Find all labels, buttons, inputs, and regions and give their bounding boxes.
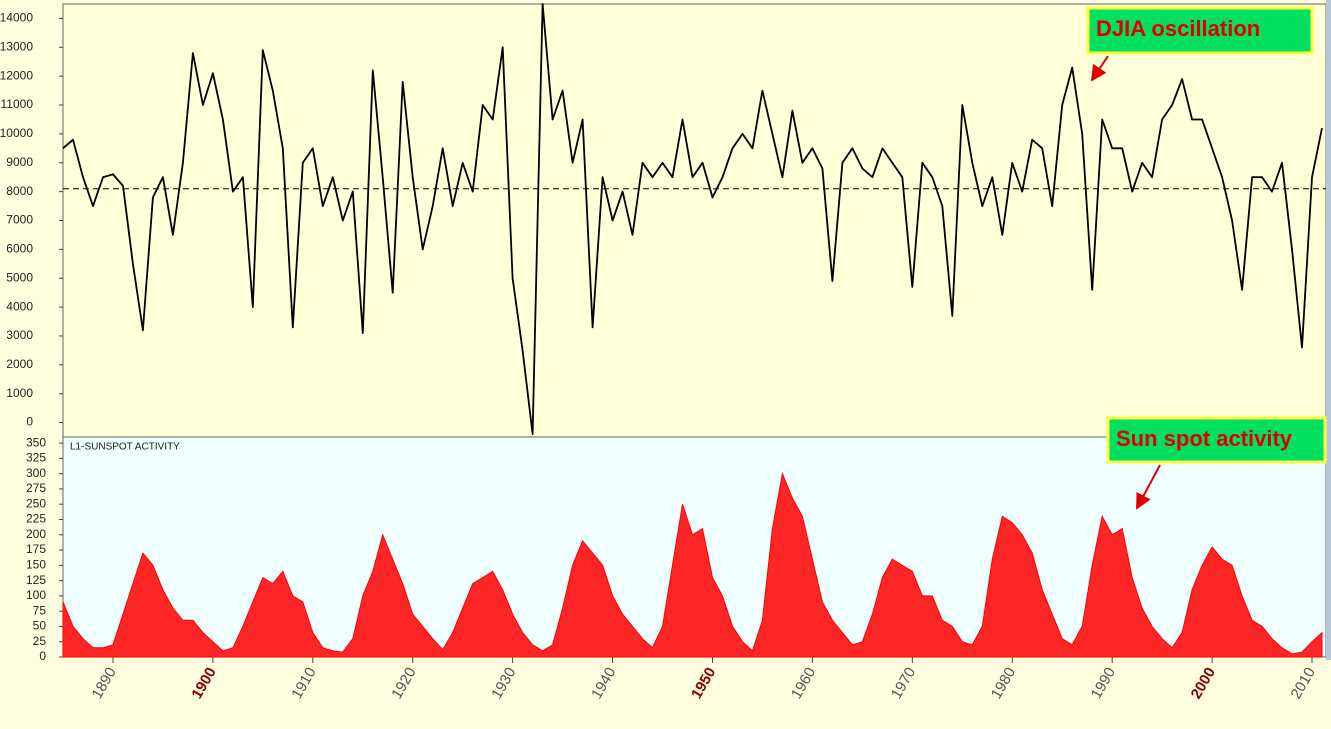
scrollbar (1326, 0, 1331, 660)
line (62, 3, 1323, 435)
y-tick-label: 300 (26, 466, 46, 480)
annotation-box (1086, 6, 1314, 55)
y-tick-label: 250 (26, 496, 46, 510)
y-tick-label: 10000 (0, 126, 33, 140)
top-plot-area (62, 3, 1327, 438)
y-tick-label: 100 (26, 588, 46, 602)
y-tick-label: 1000 (6, 386, 33, 400)
area (62, 471, 1323, 658)
y-tick-label: 3000 (6, 328, 33, 342)
y-tick-label: 13000 (0, 39, 33, 53)
y-tick-label: 8000 (6, 184, 33, 198)
y-tick-label: 2000 (6, 357, 33, 371)
marks: 0100020003000400050006000700080009000100… (0, 3, 1326, 702)
y-tick-label: 11000 (1, 97, 34, 111)
y-tick-label: 75 (33, 603, 47, 617)
y-tick-label: 0 (39, 649, 46, 663)
y-tick-label: 9000 (6, 155, 33, 169)
annotation-box (1106, 416, 1327, 464)
annotation-arrow (1136, 464, 1161, 510)
annotation: Sun spot activity (1116, 426, 1293, 451)
y-tick-label: 14000 (0, 11, 33, 25)
y-tick-label: 5000 (6, 270, 33, 284)
y-tick-label: 0 (26, 415, 33, 429)
y-tick-label: 150 (26, 558, 46, 572)
panel-title: L1-SUNSPOT ACTIVITY (70, 442, 180, 453)
annotation: DJIA oscillation (1096, 16, 1260, 41)
y-tick-label: 7000 (6, 213, 33, 227)
y-tick-label: 200 (26, 527, 46, 541)
y-tick-label: 6000 (6, 242, 33, 256)
y-tick-label: 325 (26, 451, 46, 465)
annotation-arrow (1090, 55, 1109, 82)
y-tick-label: 175 (26, 542, 46, 556)
y-tick-label: 125 (26, 573, 46, 587)
y-tick-label: 225 (26, 512, 46, 526)
y-tick-label: 275 (26, 481, 46, 495)
y-tick-label: 350 (26, 435, 46, 449)
y-tick-label: 50 (33, 619, 47, 633)
y-tick-label: 12000 (0, 68, 33, 82)
y-tick-label: 4000 (6, 299, 33, 313)
y-tick-label: 25 (33, 634, 47, 648)
